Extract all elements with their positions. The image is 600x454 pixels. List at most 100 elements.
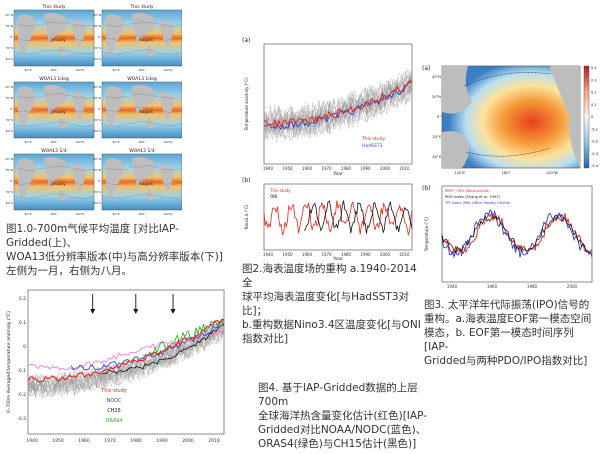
lat-label: 0° — [98, 107, 102, 111]
contour-line — [101, 194, 183, 199]
contour-line — [13, 179, 95, 185]
colorbar-tick: -0.2 — [591, 140, 598, 144]
volcano-arrowhead — [170, 309, 176, 314]
map-title: WOA13 1deg — [39, 76, 69, 82]
lat-label: 0° — [98, 179, 102, 183]
volcano-arrowhead — [90, 309, 96, 314]
map-title: This study — [41, 4, 65, 10]
lon-label: 90°E — [112, 68, 119, 72]
lat-label: 60°N — [5, 13, 13, 17]
lat-label: 0° — [10, 107, 14, 111]
x-tick: 1960 — [302, 252, 313, 257]
volcano-arrowhead — [133, 309, 139, 314]
figure3-caption-line: 重构。a.海表温度EOF第一模态空间 — [424, 313, 592, 325]
figure2-caption: 图2.海表温度场的重构 a.1940-2014全 球平均海表温度变化[与HadS… — [242, 262, 424, 346]
lon-label: 180° — [138, 140, 146, 144]
nino-oni — [303, 200, 413, 234]
landmass — [160, 20, 174, 48]
legend-b-oni: ONI — [270, 194, 277, 199]
x-tick: 1940 — [26, 438, 38, 444]
lat-label: 0° — [10, 179, 14, 183]
legend-hadsst: HadSST3 — [362, 143, 382, 149]
lat-label: 30°N — [93, 168, 101, 172]
lat-label: 30°S — [6, 118, 13, 122]
plot-frame — [27, 289, 225, 435]
landmass — [18, 14, 36, 58]
lat-label: 30°S — [94, 118, 101, 122]
lat-label: 0° — [98, 35, 102, 39]
landmass — [58, 46, 66, 57]
landmass — [106, 86, 124, 130]
landmass — [58, 118, 66, 129]
zero-contour — [463, 72, 551, 87]
landmass — [132, 13, 156, 44]
landmass — [72, 20, 86, 48]
x-tick: 1940 — [447, 284, 458, 289]
contour-line — [101, 49, 183, 55]
lat-label: 60°S — [6, 201, 13, 205]
figure3-plots: (a) 0.4 0.3 0.2 0.1 0 -0.1 -0.2 -0.3 -0.4 40°N 20°N… — [422, 65, 599, 289]
lat-label: 60°S — [94, 201, 101, 205]
lat-label: 60°S — [94, 57, 101, 61]
panel-b-xlabel: Year — [332, 256, 343, 260]
lon-label: 90°W — [164, 68, 172, 72]
y-tick: -0.1 — [17, 368, 26, 374]
lat-label: 30°N — [5, 168, 13, 172]
panel-b-label: (b) — [242, 177, 251, 184]
figure1-caption-line: 图1.0-700m气候平均温度 [对比IAP-Gridded(上)、 — [6, 223, 179, 249]
landmass-americas — [550, 66, 580, 168]
season-label: January — [49, 181, 66, 186]
lon-label: 120°W — [546, 171, 559, 175]
x-tick: 2000 — [380, 166, 391, 171]
lat-label: 30°S — [6, 46, 13, 50]
lat-label: 30°N — [5, 96, 13, 100]
lon-label: 90°E — [24, 212, 31, 216]
lat-label: 20°N — [432, 95, 441, 99]
figure3: (a) 0.4 0.3 0.2 0.1 0 -0.1 -0.2 -0.3 -0.4 40°N 20°N… — [420, 60, 600, 296]
ensemble-line — [27, 326, 225, 397]
landmass — [146, 190, 154, 201]
figure2: (a) This study HadSST3 Temperature anomaly … — [238, 36, 416, 262]
contour-line — [13, 166, 95, 171]
y-tick: 0.1 — [19, 320, 26, 326]
legend-item: PDO* / IPO (Reconstruct) — [445, 189, 490, 193]
hadsst-line — [263, 81, 413, 131]
legend-this-study: This study — [361, 136, 385, 142]
landmass — [146, 46, 154, 57]
landmass-australia — [442, 131, 470, 168]
ensemble-line — [27, 318, 225, 393]
lon-label: 90°W — [76, 68, 84, 72]
lon-label: 90°W — [164, 140, 172, 144]
x-tick: 1990 — [360, 252, 371, 257]
panel-a-label: (a) — [242, 37, 250, 44]
panel-a-xlabel: Year — [332, 171, 343, 177]
figure4-caption-line: ORAS4(绿色)与CH15估计(黑色)] — [258, 438, 417, 450]
contour-line — [13, 107, 95, 113]
figure4-caption-line: Gridded对比NOAA/NODC(蓝色)、 — [258, 424, 427, 436]
lat-label: 40°N — [432, 75, 441, 79]
panel-b-frame — [441, 185, 593, 283]
lat-label: 0° — [437, 115, 441, 119]
x-tick: 2010 — [399, 166, 410, 171]
landmass — [44, 85, 68, 116]
lat-label: 30°S — [6, 190, 13, 194]
legend-item: ORAS4 — [106, 418, 123, 424]
this-study-line — [264, 79, 413, 129]
figure1-caption: 图1.0-700m气候平均温度 [对比IAP-Gridded(上)、 WOA13… — [6, 222, 246, 278]
x-tick: 1980 — [341, 252, 352, 257]
lat-label: 0° — [10, 35, 14, 39]
x-tick: 1960 — [302, 166, 313, 171]
y-tick: -0.3 — [17, 416, 26, 422]
y-tick: 0.2 — [19, 296, 26, 302]
figure3-caption-line: 模态，b. EOF第一模态时间序列 [IAP- — [424, 327, 574, 353]
colorbar-tick: 0.2 — [591, 91, 597, 95]
colorbar-tick: 0.1 — [591, 103, 597, 107]
x-tick: 2000 — [182, 438, 194, 444]
lat-label: 30°N — [93, 24, 101, 28]
landmass — [106, 158, 124, 202]
x-tick: 2000 — [380, 252, 391, 257]
lat-label: 30°S — [94, 46, 101, 50]
figure3-caption: 图3. 太平洋年代际振荡(IPO)信号的 重构。a.海表温度EOF第一模态空间 … — [424, 298, 600, 368]
landmass-asia — [442, 66, 472, 114]
